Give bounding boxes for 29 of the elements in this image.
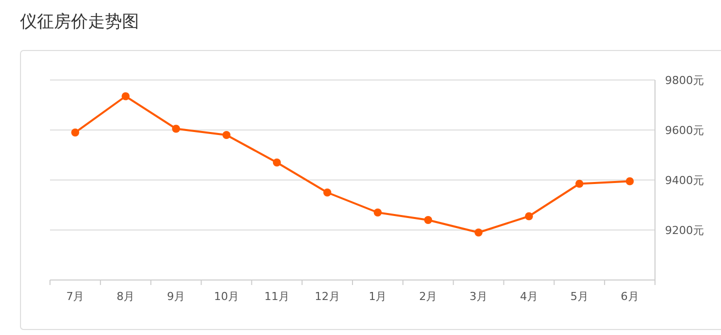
chart-title: 仪征房价走势图 <box>20 12 139 32</box>
x-tick-label: 8月 <box>116 290 135 303</box>
point <box>172 124 180 133</box>
x-tick-label: 4月 <box>520 290 538 303</box>
point <box>626 177 634 186</box>
point <box>524 212 533 220</box>
y-tick-label: 9200元 <box>665 224 704 237</box>
point <box>474 228 483 236</box>
x-tick-label: 5月 <box>570 290 588 303</box>
x-tick-label: 6月 <box>620 290 639 303</box>
x-tick-label: 9月 <box>167 290 186 303</box>
point <box>122 92 130 100</box>
point <box>374 208 382 216</box>
x-tick-label: 7月 <box>66 290 84 303</box>
point <box>272 158 281 166</box>
point <box>222 131 230 139</box>
x-tick-label: 1月 <box>368 290 387 303</box>
x-tick-label: 10月 <box>214 290 239 303</box>
point <box>424 216 432 224</box>
y-tick-label: 9400元 <box>665 174 704 187</box>
x-tick-label: 3月 <box>470 290 488 303</box>
point <box>323 188 332 196</box>
point <box>575 180 584 188</box>
y-tick-label: 9600元 <box>665 124 704 137</box>
x-tick-label: 12月 <box>314 290 340 303</box>
y-tick-label: 9800元 <box>665 74 704 87</box>
x-tick-label: 2月 <box>419 290 438 303</box>
x-tick-label: 11月 <box>264 290 290 303</box>
point <box>71 128 80 136</box>
